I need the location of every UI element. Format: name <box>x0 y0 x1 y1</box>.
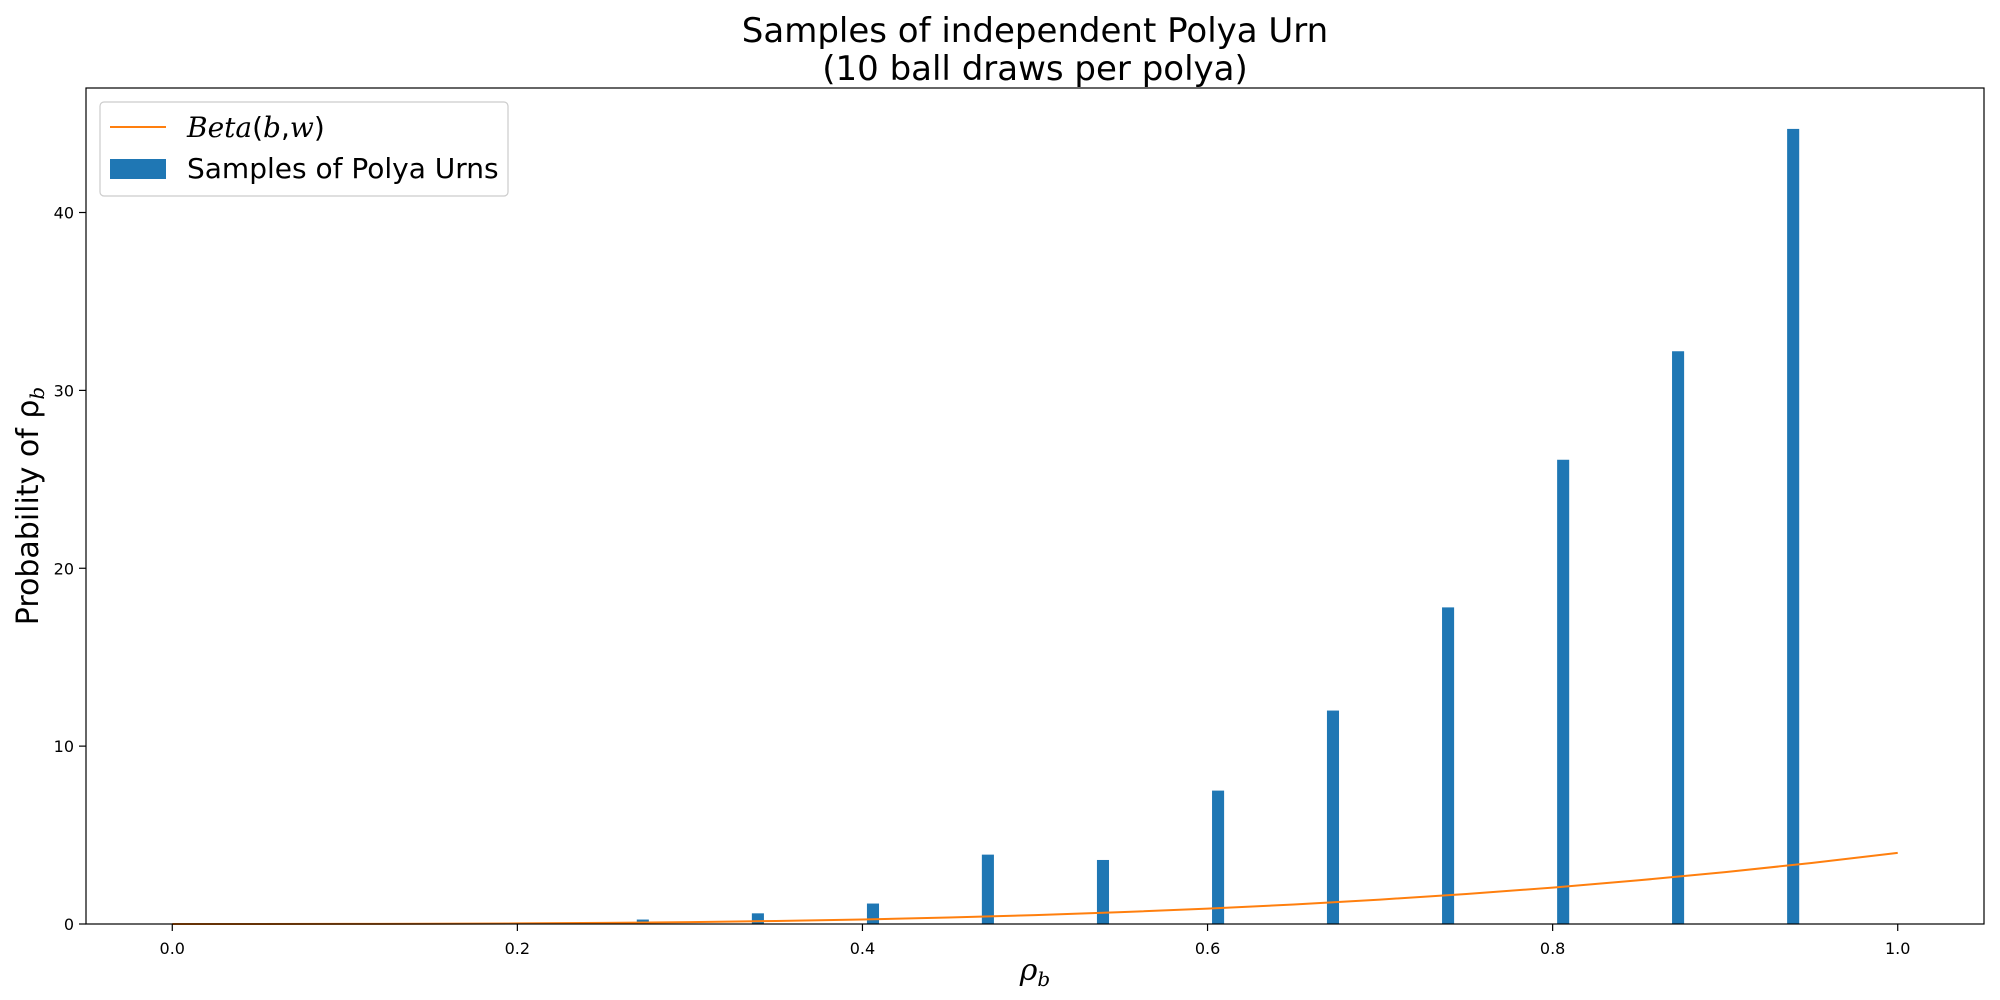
title-text: Samples of independent Polya Urn <box>742 11 1328 51</box>
bar-2 <box>866 903 880 924</box>
x-axis-label-subscript: b <box>1037 967 1050 991</box>
legend-beta-part-3: , <box>281 111 290 144</box>
legend-label-samples: Samples of Polya Urns <box>187 152 499 185</box>
bar-3 <box>981 854 994 924</box>
x-tick-label: 0.0 <box>160 939 185 958</box>
bar-1 <box>751 913 764 924</box>
legend-beta-part-4: w <box>290 111 314 144</box>
x-tick-label: 0.6 <box>1195 939 1220 958</box>
y-tick-label: 30 <box>54 381 74 400</box>
y-tick-label: 0 <box>64 915 74 934</box>
legend-beta-part-5: ) <box>314 111 325 144</box>
x-tick-label: 0.2 <box>505 939 530 958</box>
x-axis-ticks: 0.0 0.2 0.4 0.6 0.8 1.0 <box>160 924 1910 958</box>
y-tick-label: 40 <box>54 204 74 223</box>
plot-frame <box>85 87 1985 925</box>
legend-beta-part-2: b <box>263 111 281 144</box>
chart-title: Samples of independent Polya Urn (10 bal… <box>742 11 1328 89</box>
legend-bar-swatch <box>110 159 166 179</box>
legend: Beta(b,w) Samples of Polya Urns <box>99 101 509 197</box>
y-axis-label-main: Probability of ρ <box>11 400 46 626</box>
x-axis-label-main: ρ <box>1019 953 1038 988</box>
bar-8 <box>1557 459 1570 924</box>
y-tick-label: 20 <box>54 559 74 578</box>
plot-area <box>86 88 1984 924</box>
legend-label-beta: Beta(b,w) <box>186 111 325 144</box>
bar-9 <box>1672 351 1685 924</box>
bar-10 <box>1787 128 1800 924</box>
x-tick-label: 0.4 <box>850 939 875 958</box>
legend-box <box>99 101 509 197</box>
subtitle-text: (10 ball draws per polya) <box>822 49 1248 89</box>
bar-7 <box>1442 607 1455 924</box>
y-axis-label-subscript: b <box>25 387 49 400</box>
bar-6 <box>1326 710 1340 924</box>
legend-beta-part-0: Beta <box>186 111 252 144</box>
bar-5 <box>1212 790 1225 924</box>
y-axis-label: Probability of ρb <box>11 387 49 625</box>
bar-4 <box>1096 859 1110 924</box>
y-axis-ticks: 0 10 20 30 40 <box>54 204 86 934</box>
x-tick-label: 0.8 <box>1540 939 1565 958</box>
y-tick-label: 10 <box>54 737 74 756</box>
x-axis-label: ρb <box>1019 953 1050 991</box>
x-tick-label: 1.0 <box>1885 939 1910 958</box>
bar-series <box>636 128 1800 924</box>
legend-beta-part-1: ( <box>252 111 263 144</box>
